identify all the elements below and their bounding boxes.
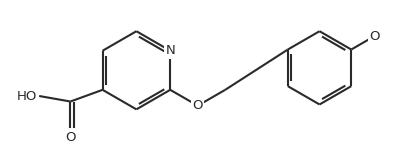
- Text: HO: HO: [16, 90, 37, 102]
- Text: O: O: [65, 131, 76, 145]
- Text: O: O: [369, 30, 380, 43]
- Text: N: N: [165, 44, 175, 57]
- Text: O: O: [192, 99, 203, 112]
